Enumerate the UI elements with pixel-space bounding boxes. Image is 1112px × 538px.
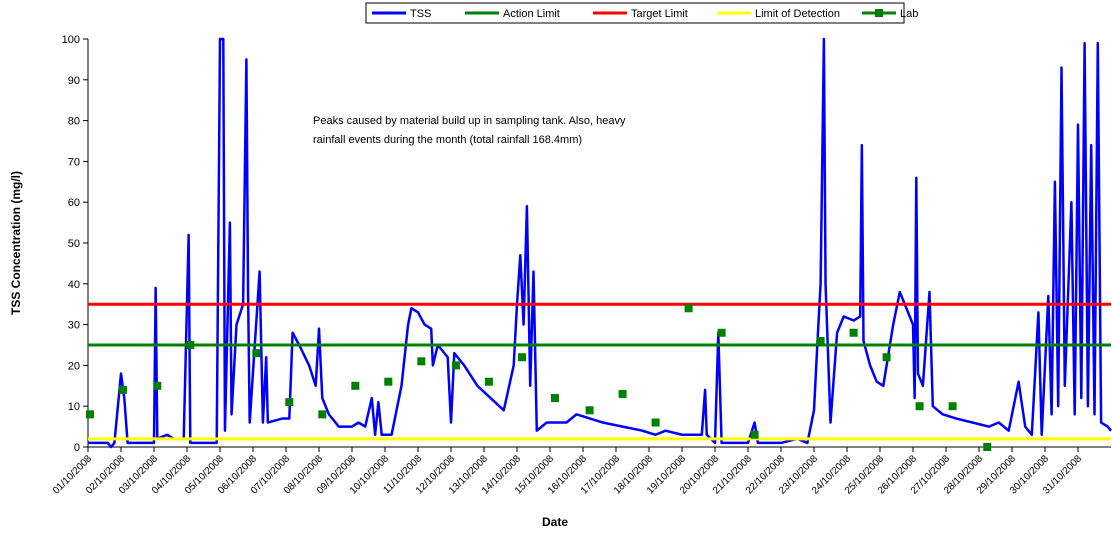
- lab-point: [384, 377, 393, 386]
- y-tick-label: 0: [74, 442, 80, 454]
- legend-box: [365, 2, 905, 24]
- lab-point: [85, 410, 94, 419]
- y-tick-label: 60: [68, 197, 80, 209]
- y-tick-label: 70: [68, 156, 80, 168]
- lab-point: [750, 430, 759, 439]
- lab-point: [318, 410, 327, 419]
- lab-point: [915, 402, 924, 411]
- lab-point: [517, 353, 526, 362]
- lab-point: [550, 394, 559, 403]
- annotation: rainfall events during the month (total …: [313, 134, 582, 146]
- lab-point: [849, 328, 858, 337]
- y-tick-label: 20: [68, 360, 80, 372]
- legend-label: Limit of Detection: [755, 8, 840, 20]
- lab-point: [948, 402, 957, 411]
- lab-point: [417, 357, 426, 366]
- lab-point: [451, 361, 460, 370]
- legend-marker: [875, 9, 883, 17]
- x-axis-label: Date: [542, 515, 568, 529]
- legend-label: Lab: [900, 8, 918, 20]
- y-tick-label: 100: [62, 34, 80, 46]
- lab-point: [285, 398, 294, 407]
- legend-label: Action Limit: [503, 8, 560, 20]
- y-tick-label: 40: [68, 279, 80, 291]
- lab-point: [816, 336, 825, 345]
- lab-point: [153, 381, 162, 390]
- lab-point: [118, 385, 127, 394]
- lab-point: [351, 381, 360, 390]
- legend-label: Target Limit: [631, 8, 688, 20]
- lab-point: [651, 418, 660, 427]
- annotation: Peaks caused by material build up in sam…: [313, 115, 626, 127]
- legend-label: TSS: [410, 8, 431, 20]
- lab-point: [618, 389, 627, 398]
- y-tick-label: 80: [68, 116, 80, 128]
- series-line: [88, 37, 1112, 449]
- lab-point: [684, 304, 693, 313]
- lab-point: [186, 341, 195, 349]
- y-axis-label: TSS Concentration (mg/l): [9, 171, 23, 315]
- lab-point: [484, 377, 493, 386]
- y-tick-label: 50: [68, 238, 80, 250]
- lab-point: [882, 353, 891, 362]
- y-tick-label: 90: [68, 75, 80, 87]
- lab-point: [717, 328, 726, 337]
- lab-point: [585, 406, 594, 415]
- y-tick-label: 30: [68, 320, 80, 332]
- lab-point: [252, 349, 261, 358]
- lab-point: [983, 443, 992, 451]
- y-tick-label: 10: [68, 401, 80, 413]
